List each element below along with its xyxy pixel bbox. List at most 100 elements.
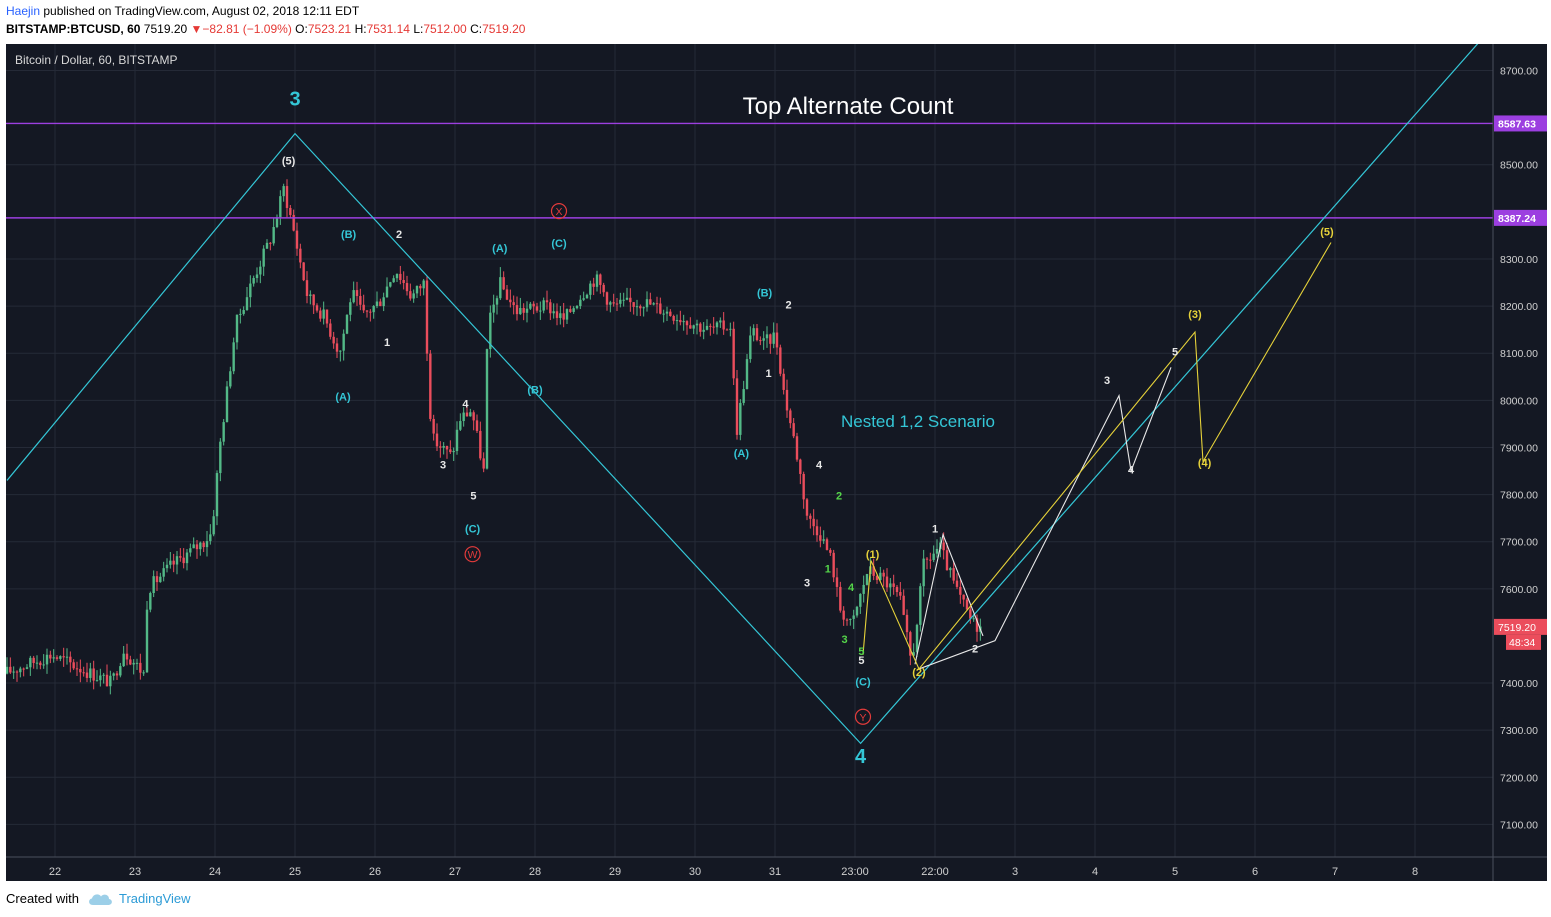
candle-body xyxy=(122,653,125,667)
candle-body xyxy=(112,673,115,676)
candle-body xyxy=(225,386,229,423)
candle-body xyxy=(759,340,762,342)
price-tick-label: 7200.00 xyxy=(1500,772,1538,784)
price-tick-label: 7900.00 xyxy=(1500,442,1538,454)
footer: Created with TradingView xyxy=(6,891,191,906)
wave-label: (C) xyxy=(551,238,567,250)
candle-body xyxy=(312,294,315,306)
wave-circle xyxy=(854,708,872,725)
candle-body xyxy=(709,325,712,327)
candle-body xyxy=(192,544,195,549)
candle-body xyxy=(19,668,22,673)
candle-body xyxy=(849,618,852,620)
candle-body xyxy=(892,583,895,587)
candle-body xyxy=(245,297,249,311)
candle-body xyxy=(425,280,429,354)
chart-panel[interactable]: 8587.63 8387.24 7519.20 48:34 3 (5) (B) 2 1 (A) 4… xyxy=(5,41,1547,881)
candle-body xyxy=(632,302,635,307)
candle-body xyxy=(442,446,445,448)
candle-body xyxy=(109,675,112,687)
candle-body xyxy=(9,666,12,673)
candle-body xyxy=(529,303,532,309)
candle-body xyxy=(42,664,45,666)
candle-body xyxy=(865,574,869,585)
candle-body xyxy=(702,329,705,332)
wave-label: 4 xyxy=(1128,464,1135,476)
wave-label: (3) xyxy=(1188,309,1202,321)
candle-body xyxy=(775,332,779,348)
candle-body xyxy=(855,606,859,616)
candle-body xyxy=(732,328,735,379)
candle-body xyxy=(229,371,232,387)
candle-body xyxy=(465,412,469,417)
candle-body xyxy=(799,459,802,474)
candle-body xyxy=(319,310,322,319)
candle-body xyxy=(482,458,485,469)
price-chart[interactable]: 8587.63 8387.24 7519.20 48:34 3 (5) (B) 2 1 (A) 4… xyxy=(5,41,1547,881)
candle-body xyxy=(919,586,922,625)
candle-body xyxy=(585,294,589,299)
tradingview-brand-link[interactable]: TradingView xyxy=(118,891,191,906)
candle-body xyxy=(519,307,522,315)
wave-drawings xyxy=(6,41,1480,745)
candle-body xyxy=(172,560,175,565)
candle-body xyxy=(789,410,792,424)
candle-body xyxy=(415,285,419,294)
yellow-alt-count xyxy=(862,242,1332,670)
low-value: 7512.00 xyxy=(423,22,467,36)
price-tick-label: 8000.00 xyxy=(1500,395,1538,407)
candle-body xyxy=(315,305,319,311)
candle-body xyxy=(459,421,462,430)
wave-labels: 3(5)(B) 21(A)435(C)W(A)(B)(C)X(B)21(A)423… xyxy=(282,88,1334,768)
candle-body xyxy=(805,499,809,516)
candle-body xyxy=(432,418,435,434)
candle-body xyxy=(132,662,135,665)
candle-body xyxy=(815,526,819,536)
candle-body xyxy=(292,214,295,231)
wave-label: 5 xyxy=(1172,347,1178,359)
candle-body xyxy=(669,311,672,316)
candle-body xyxy=(359,296,362,305)
time-tick-label: 27 xyxy=(449,866,461,878)
wave-label: 5 xyxy=(858,655,864,667)
time-tick-label: 24 xyxy=(209,866,221,878)
time-tick-label: 22:00 xyxy=(921,866,949,878)
last-price-value: 7519.20 xyxy=(143,22,188,36)
candle-body xyxy=(329,323,332,337)
candle-body xyxy=(69,656,72,663)
candle-body xyxy=(435,433,439,447)
candle-body xyxy=(105,674,109,687)
candle-body xyxy=(662,313,665,315)
time-tick-label: 29 xyxy=(609,866,621,878)
candle-body xyxy=(975,618,979,632)
wave-label: (B) xyxy=(341,229,357,241)
candle-body xyxy=(765,334,769,339)
candle-body xyxy=(39,662,42,666)
candle-body xyxy=(12,671,15,673)
author-link[interactable]: Haejin xyxy=(6,4,41,18)
candle-body xyxy=(439,446,442,448)
last-price-tag xyxy=(1494,618,1547,635)
candle-body xyxy=(155,576,159,583)
candle-body xyxy=(579,299,582,307)
candle-body xyxy=(969,609,972,619)
candle-body xyxy=(912,652,915,656)
wave-label: 2 xyxy=(396,229,402,241)
candle-body xyxy=(742,389,745,403)
candle-body xyxy=(942,542,945,551)
candle-body xyxy=(889,583,892,588)
candle-body xyxy=(5,666,9,674)
wave-label: 3 xyxy=(1104,375,1110,387)
resistance-levels: 8587.63 8387.24 7519.20 48:34 xyxy=(6,115,1547,650)
time-tick-label: 6 xyxy=(1252,866,1258,878)
candle-body xyxy=(239,313,242,315)
candle-body xyxy=(785,389,789,411)
wave-label: 5 xyxy=(470,490,476,502)
wave-label: 3 xyxy=(440,460,446,472)
wave-label: (A) xyxy=(734,448,750,460)
high-value: 7531.14 xyxy=(366,22,410,36)
candle-body xyxy=(282,186,285,197)
candle-body xyxy=(302,262,305,281)
candle-body xyxy=(445,446,449,450)
candle-body xyxy=(129,659,132,665)
